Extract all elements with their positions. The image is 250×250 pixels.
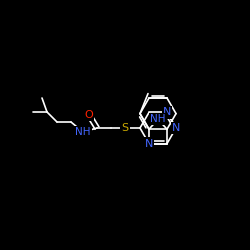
Text: NH: NH	[75, 127, 91, 137]
Text: S: S	[122, 123, 128, 133]
Text: NH: NH	[150, 114, 166, 124]
Text: O: O	[84, 110, 94, 120]
Text: N: N	[172, 123, 180, 133]
Text: N: N	[163, 108, 171, 118]
Text: N: N	[145, 138, 153, 148]
